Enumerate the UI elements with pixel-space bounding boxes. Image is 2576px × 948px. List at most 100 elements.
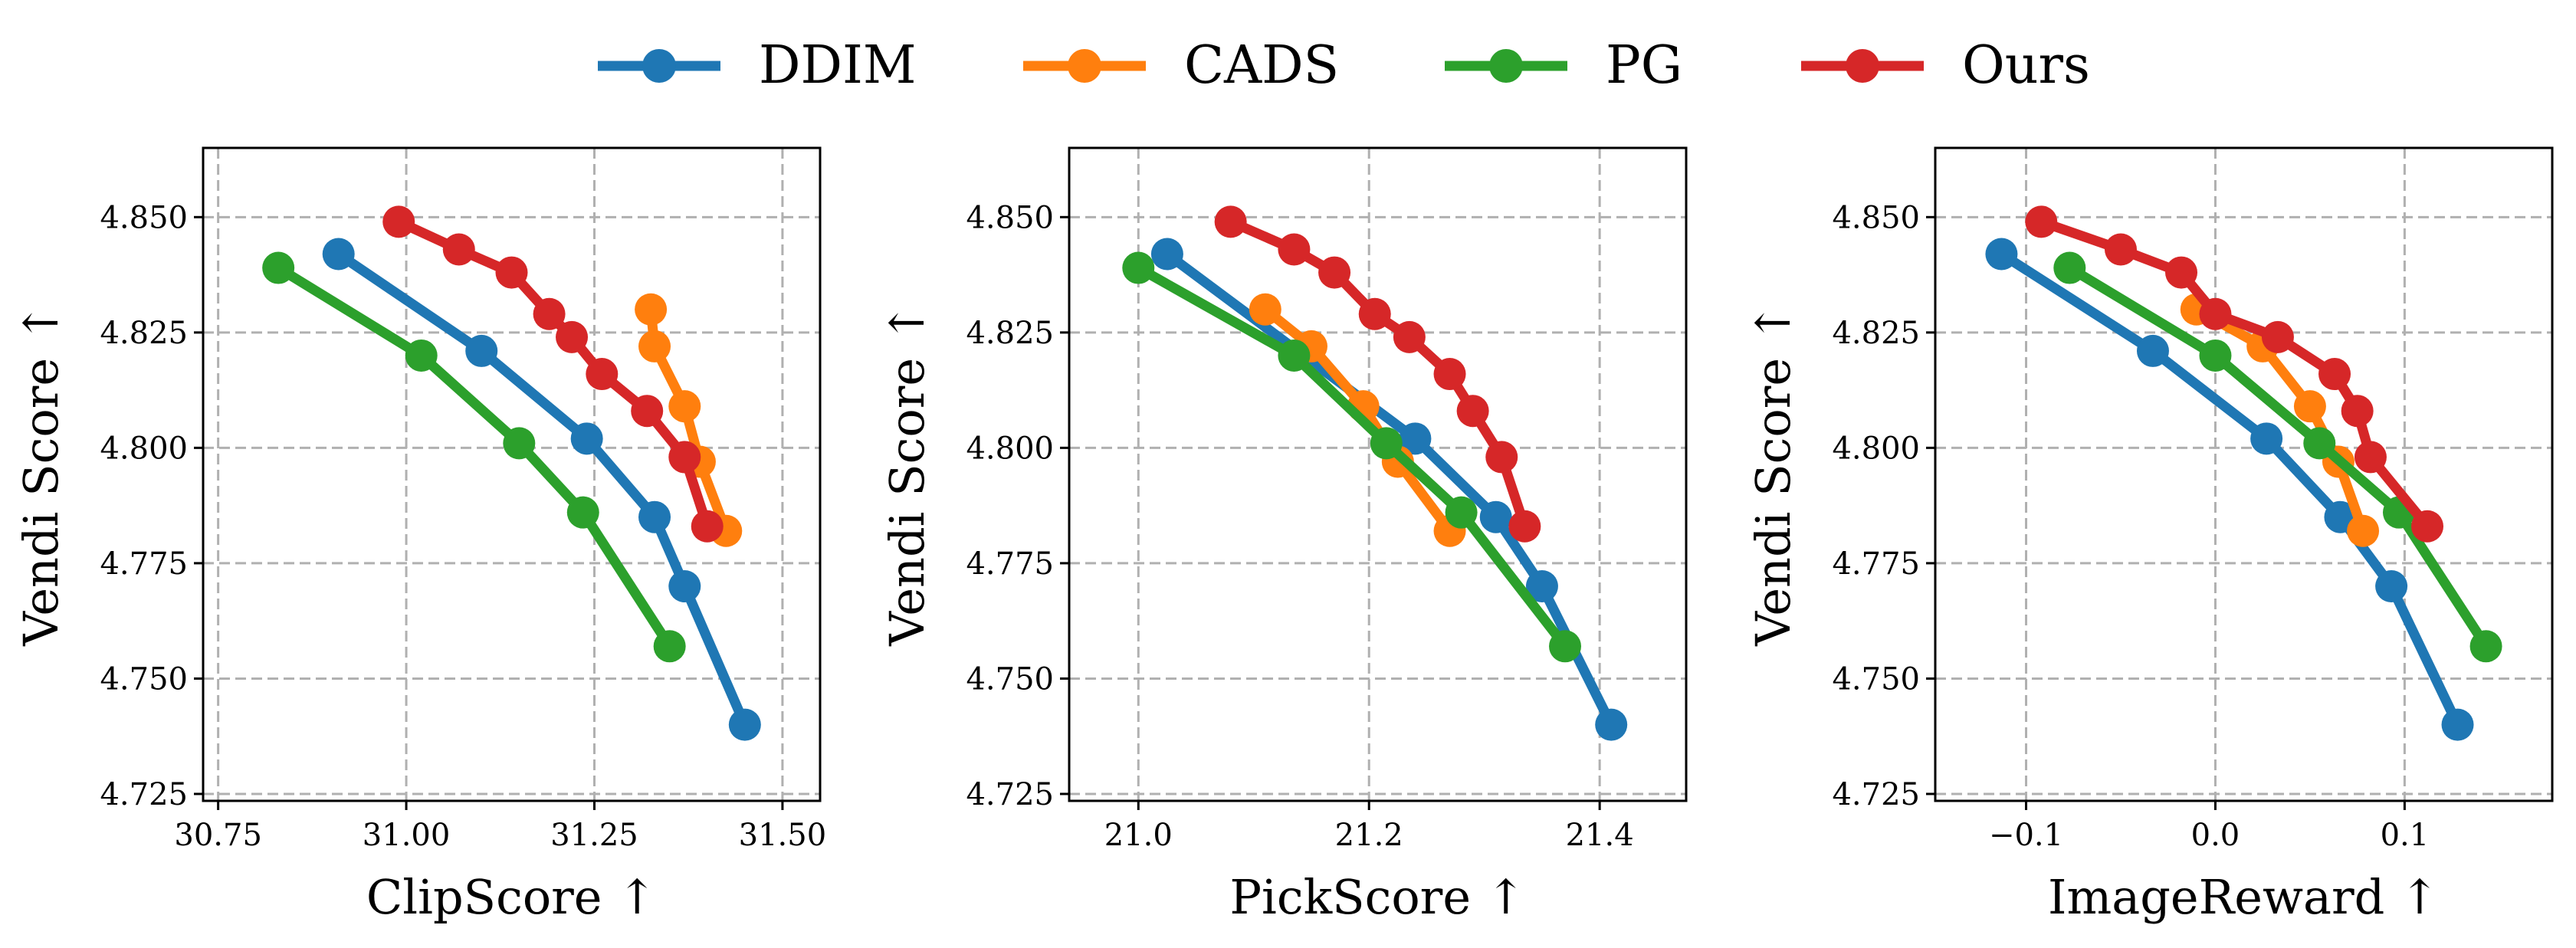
y-tick-label: 4.775 bbox=[100, 546, 188, 582]
data-point-ours bbox=[556, 320, 589, 353]
data-point-ddim bbox=[465, 334, 498, 367]
data-point-ddim bbox=[668, 570, 701, 603]
y-tick-label: 4.725 bbox=[966, 777, 1054, 812]
data-point-ours bbox=[495, 256, 528, 289]
data-point-ours bbox=[691, 510, 724, 543]
legend: DDIM CADS PG Ours bbox=[598, 35, 2090, 96]
y-axis-label: Vendi Score ↑ bbox=[13, 303, 69, 646]
panel-3: −0.1 0.0 0.1 4.725 4.750 4.775 4.800 4.825 4.850… bbox=[1745, 146, 2554, 925]
data-point-cads bbox=[635, 293, 668, 326]
data-point-pg bbox=[2469, 630, 2502, 663]
data-point-pg bbox=[503, 427, 536, 460]
series-pg bbox=[262, 251, 686, 663]
y-tick-label: 4.800 bbox=[1832, 431, 1920, 466]
legend-marker bbox=[642, 49, 676, 83]
data-point-ddim bbox=[2250, 422, 2283, 455]
y-tick-label: 4.800 bbox=[966, 431, 1054, 466]
x-axis-label: ClipScore ↑ bbox=[366, 869, 657, 925]
legend-label: DDIM bbox=[759, 35, 917, 96]
data-point-ours bbox=[2411, 510, 2444, 543]
series-ours bbox=[2025, 205, 2444, 543]
data-point-ddim bbox=[1525, 570, 1558, 603]
axes-frame bbox=[1068, 146, 1688, 802]
y-tick-label: 4.850 bbox=[966, 200, 1054, 235]
data-point-ours bbox=[1508, 510, 1541, 543]
y-tick-label: 4.750 bbox=[1832, 661, 1920, 697]
data-point-ddim bbox=[1595, 708, 1628, 741]
axes-frame bbox=[1934, 146, 2554, 802]
data-point-ours bbox=[1318, 256, 1351, 289]
data-point-ours bbox=[2199, 297, 2232, 330]
data-point-pg bbox=[2303, 427, 2336, 460]
series-line-ddim bbox=[333, 249, 750, 730]
legend-label: Ours bbox=[1962, 35, 2090, 96]
x-tick-label: 0.0 bbox=[2191, 818, 2240, 853]
data-point-ours bbox=[631, 395, 664, 428]
data-point-ours bbox=[1433, 358, 1466, 391]
data-point-ours bbox=[2025, 205, 2058, 238]
data-point-ours bbox=[1358, 297, 1391, 330]
data-point-ours bbox=[1278, 233, 1311, 266]
data-point-pg bbox=[2053, 251, 2086, 284]
x-tick-label: 31.00 bbox=[363, 818, 451, 853]
data-point-pg bbox=[405, 339, 438, 372]
gridlines bbox=[1935, 148, 2552, 801]
data-point-pg bbox=[262, 251, 295, 284]
data-point-pg bbox=[1370, 427, 1403, 460]
x-axis-label: PickScore ↑ bbox=[1229, 869, 1525, 925]
data-point-ours bbox=[1456, 395, 1489, 428]
y-tick-label: 4.800 bbox=[100, 431, 188, 466]
legend-marker bbox=[1489, 49, 1523, 83]
data-point-ddim bbox=[322, 238, 355, 271]
data-point-pg bbox=[566, 496, 599, 529]
y-tick-label: 4.850 bbox=[1832, 200, 1920, 235]
panel-1: 30.75 31.00 31.25 31.50 4.725 4.750 4.775 4.800… bbox=[13, 146, 826, 925]
axes-frame bbox=[202, 146, 822, 802]
series-ours bbox=[1214, 205, 1541, 543]
gridlines bbox=[203, 148, 820, 801]
x-tick-label: 21.0 bbox=[1104, 818, 1173, 853]
y-tick-label: 4.725 bbox=[1832, 777, 1920, 812]
legend-item-cads: CADS bbox=[1023, 35, 1339, 96]
data-point-ddim bbox=[570, 422, 603, 455]
data-point-ddim bbox=[1399, 422, 1432, 455]
x-tick-label: 21.2 bbox=[1335, 818, 1403, 853]
data-point-ddim bbox=[2136, 334, 2169, 367]
data-point-ours bbox=[586, 358, 619, 391]
data-point-pg bbox=[1122, 251, 1155, 284]
data-point-ddim bbox=[1479, 500, 1512, 533]
data-point-cads bbox=[2347, 514, 2380, 547]
y-tick-label: 4.750 bbox=[100, 661, 188, 697]
y-tick-label: 4.825 bbox=[1832, 316, 1920, 351]
data-point-pg bbox=[1445, 496, 1478, 529]
data-point-ddim bbox=[2441, 708, 2474, 741]
data-point-pg bbox=[653, 630, 686, 663]
data-point-ours bbox=[2354, 441, 2387, 474]
y-tick-label: 4.825 bbox=[966, 316, 1054, 351]
legend-item-ddim: DDIM bbox=[598, 35, 917, 96]
data-point-ours bbox=[1393, 320, 1426, 353]
data-point-ddim bbox=[1985, 238, 2018, 271]
y-axis-label: Vendi Score ↑ bbox=[879, 303, 935, 646]
data-point-ours bbox=[2104, 233, 2137, 266]
data-point-cads bbox=[2293, 390, 2326, 423]
data-point-ddim bbox=[1150, 238, 1183, 271]
y-tick-label: 4.850 bbox=[100, 200, 188, 235]
series-ours bbox=[382, 205, 724, 543]
data-point-cads bbox=[668, 390, 701, 423]
panel-2: 21.0 21.2 21.4 4.725 4.750 4.775 4.800 4.825 4.8… bbox=[879, 146, 1688, 925]
x-tick-label: −0.1 bbox=[1989, 818, 2063, 853]
y-tick-label: 4.825 bbox=[100, 316, 188, 351]
legend-marker bbox=[1846, 49, 1879, 83]
data-point-pg bbox=[1278, 339, 1311, 372]
data-point-ddim bbox=[2375, 570, 2408, 603]
data-point-ours bbox=[2165, 256, 2198, 289]
data-point-ours bbox=[668, 441, 701, 474]
data-point-ours bbox=[1214, 205, 1247, 238]
legend-label: PG bbox=[1606, 35, 1682, 96]
series-ddim bbox=[322, 238, 761, 741]
series-pg bbox=[2053, 251, 2502, 663]
data-point-ours bbox=[1485, 441, 1518, 474]
x-tick-label: 30.75 bbox=[174, 818, 262, 853]
x-tick-label: 31.25 bbox=[550, 818, 638, 853]
